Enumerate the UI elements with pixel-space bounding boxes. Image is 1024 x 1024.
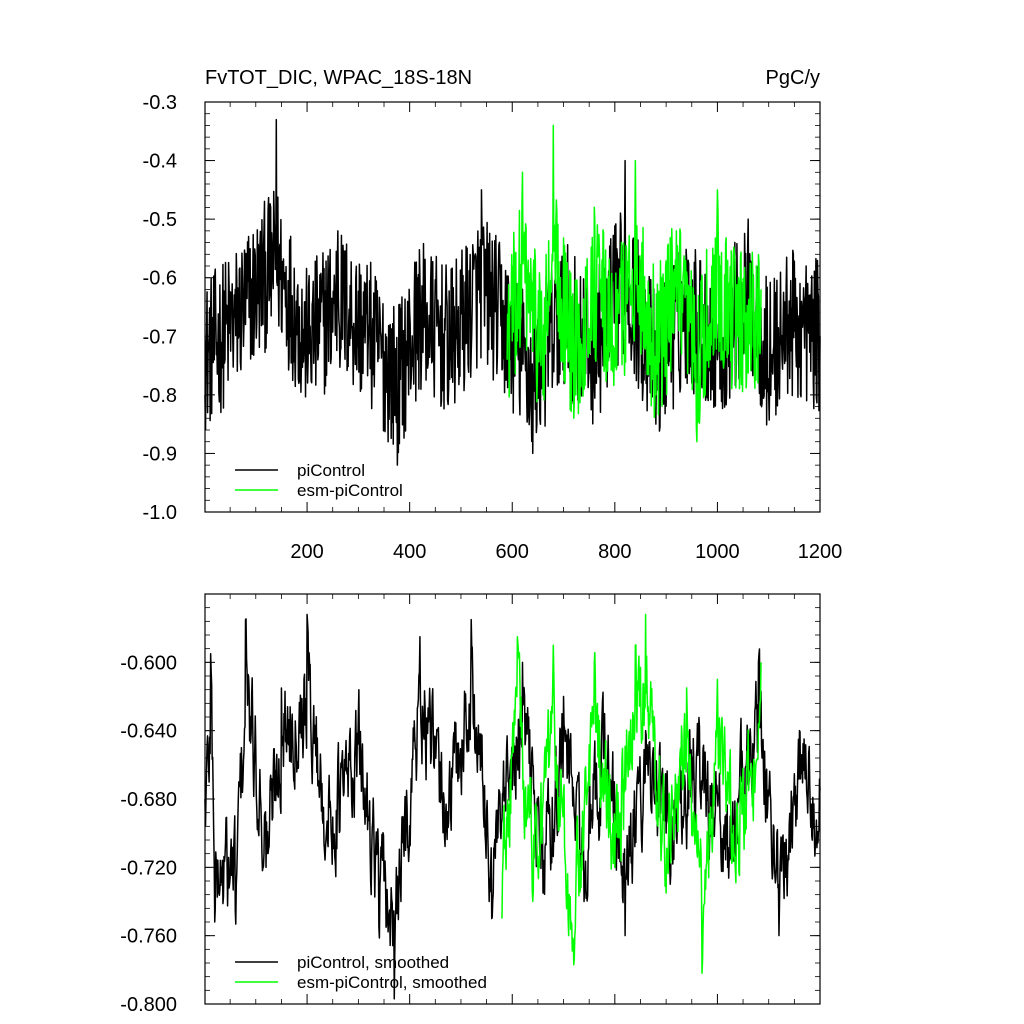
top-chart-ytick-label: -1.0 — [143, 502, 177, 524]
bottom-chart-legend: piControl, smoothed esm-piControl, smoot… — [235, 953, 487, 992]
top-chart-xtick-label: 400 — [393, 541, 426, 563]
top-chart-ticks: -1.0 -0.9 -0.8 -0.7 -0.6 -0.5 -0.4 -0.3 200 400 60… — [143, 92, 843, 563]
top-chart-series-group — [204, 118, 821, 466]
bottom-chart-ytick-label: -0.640 — [120, 721, 177, 743]
top-chart-units: PgC/y — [766, 67, 820, 89]
bottom-chart-series-esm-picontrol-line — [501, 613, 762, 974]
bottom-chart-ytick-label: -0.760 — [120, 926, 177, 948]
top-chart-xtick-label: 800 — [598, 541, 631, 563]
top-chart-ytick-label: -0.9 — [143, 443, 177, 465]
top-chart-ytick-label: -0.3 — [143, 92, 177, 114]
top-chart: FvTOT_DIC, WPAC_18S-18N PgC/y -1.0 -0.9 -0… — [143, 67, 843, 563]
top-chart-ytick-label: -0.4 — [143, 151, 177, 173]
bottom-chart: -0.800 -0.760 -0.720 -0.680 -0.640 -0.600 piC… — [120, 593, 821, 1016]
bottom-chart-ytick-label: -0.680 — [120, 789, 177, 811]
legend-label-picontrol: piControl — [297, 461, 365, 480]
top-chart-legend: piControl esm-piControl — [235, 461, 403, 500]
top-chart-xtick-label: 1000 — [695, 541, 740, 563]
top-chart-title: FvTOT_DIC, WPAC_18S-18N — [205, 67, 472, 89]
bottom-chart-series-group — [204, 613, 821, 1000]
top-chart-ytick-label: -0.8 — [143, 385, 177, 407]
bottom-chart-ytick-label: -0.800 — [120, 994, 177, 1016]
bottom-chart-ytick-label: -0.600 — [120, 652, 177, 674]
legend-label-picontrol-smoothed: piControl, smoothed — [297, 953, 449, 972]
bottom-chart-ytick-label: -0.720 — [120, 857, 177, 879]
top-chart-ytick-label: -0.5 — [143, 209, 177, 231]
top-chart-xtick-label: 1200 — [798, 541, 843, 563]
top-chart-ytick-label: -0.7 — [143, 326, 177, 348]
legend-label-esm-picontrol: esm-piControl — [297, 481, 403, 500]
top-chart-xtick-label: 600 — [496, 541, 529, 563]
top-chart-ytick-label: -0.6 — [143, 268, 177, 290]
legend-label-esm-picontrol-smoothed: esm-piControl, smoothed — [297, 973, 487, 992]
top-chart-xtick-label: 200 — [290, 541, 323, 563]
top-chart-series-esm-picontrol-line — [506, 124, 762, 443]
bottom-chart-series-picontrol-line — [204, 613, 821, 1000]
bottom-chart-ticks: -0.800 -0.760 -0.720 -0.680 -0.640 -0.600 — [120, 593, 821, 1016]
